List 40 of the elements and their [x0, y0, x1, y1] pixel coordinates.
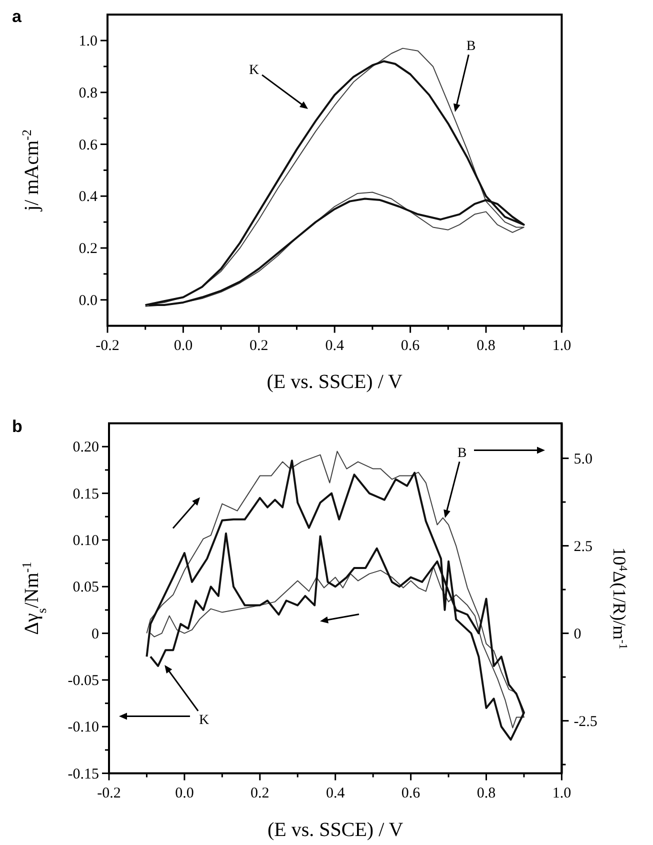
- y2-tick-label: 0: [574, 626, 582, 642]
- y-tick-label: 0: [92, 626, 99, 642]
- x-tick-label: 0.8: [476, 785, 496, 802]
- y-tick-label: 0.0: [78, 292, 98, 309]
- chart-title: a: [12, 7, 22, 26]
- x-tick-label: 0.4: [326, 785, 346, 802]
- y-tick-label: -0.05: [68, 672, 99, 689]
- x-tick-label: 0.8: [476, 338, 496, 354]
- x-tick-label: 1.0: [552, 338, 572, 354]
- y-tick-label: -0.15: [68, 766, 99, 782]
- annotation: B: [466, 39, 476, 54]
- x-tick-label: 0.4: [325, 338, 344, 354]
- y-tick-label: 0.2: [78, 241, 98, 257]
- y-tick-label: 0.6: [78, 137, 98, 154]
- y-tick-label: 0.15: [72, 486, 99, 502]
- y2-tick-label: -2.5: [574, 714, 598, 730]
- x-tick-label: 0.0: [174, 338, 193, 354]
- annotation: K: [248, 63, 260, 78]
- x-tick-label: -0.2: [96, 338, 120, 354]
- chart-title: b: [12, 417, 22, 436]
- y-tick-label: 0.05: [72, 580, 99, 596]
- x-tick-label: 0.6: [400, 338, 420, 354]
- y-tick-label: 1.0: [78, 34, 98, 50]
- x-axis-title: (E vs. SSCE) / V: [267, 819, 404, 841]
- y2-tick-label: 2.5: [574, 538, 592, 555]
- y-tick-label: 0.10: [72, 532, 99, 549]
- annotation: K: [198, 713, 210, 728]
- y-tick-label: 0.4: [78, 189, 98, 206]
- y-tick-label: 0.20: [72, 440, 99, 456]
- x-tick-label: 0.6: [401, 785, 421, 802]
- x-tick-label: 0.2: [250, 785, 270, 802]
- y-tick-label: 0.8: [78, 85, 98, 102]
- y-tick-label: -0.10: [68, 720, 99, 736]
- annotation: B: [457, 446, 467, 461]
- y2-tick-label: 5.0: [574, 451, 592, 468]
- x-tick-label: 0.2: [250, 338, 268, 354]
- x-tick-label: 1.0: [552, 785, 572, 802]
- x-tick-label: -0.2: [97, 785, 121, 802]
- x-axis-title: (E vs. SSCE) / V: [266, 371, 404, 393]
- x-tick-label: 0.0: [175, 785, 194, 802]
